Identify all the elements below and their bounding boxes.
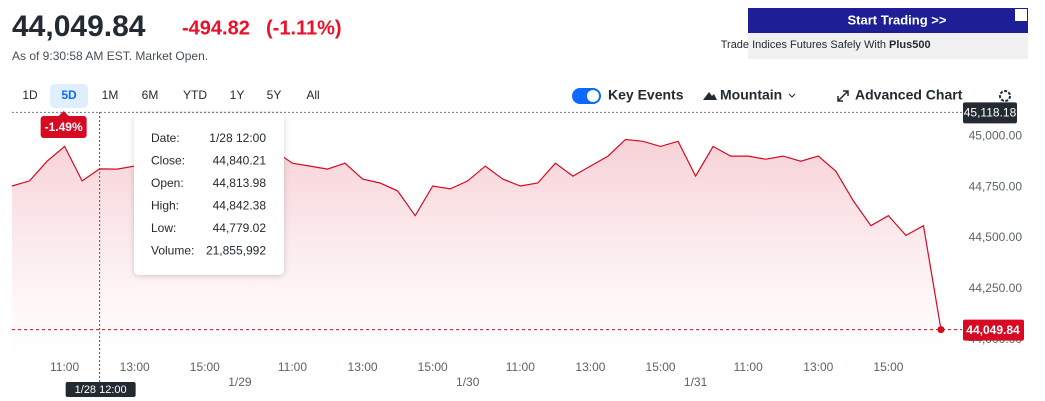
ad-button[interactable] xyxy=(748,8,1028,33)
x-tick-label: 11:00 xyxy=(506,360,535,374)
x-tick-label: 15:00 xyxy=(873,360,903,374)
ad-icon xyxy=(1015,9,1027,21)
range-button[interactable]: YTD xyxy=(183,88,207,102)
y-tick-label: 44,500.00 xyxy=(969,230,1023,244)
range-selected-bg xyxy=(50,84,88,108)
x-date-label: 1/31 xyxy=(684,375,708,389)
toggle-knob xyxy=(587,90,599,102)
plot: 44,000.0044,250.0044,500.0044,750.0045,0… xyxy=(11,102,1024,397)
status: As of 9:30:58 AM EST. Market Open. xyxy=(12,49,208,63)
last-label: 44,049.84 xyxy=(966,323,1020,337)
x-tick-label: 15:00 xyxy=(646,360,676,374)
range-button[interactable]: 6M xyxy=(142,88,159,102)
change-badge xyxy=(40,116,87,138)
range-button[interactable]: 1M xyxy=(102,88,119,102)
range-button[interactable]: 5D xyxy=(61,88,77,102)
price: 44,049.84 xyxy=(12,10,146,43)
tooltip-key: High: xyxy=(151,199,179,213)
x-tick-label: 13:00 xyxy=(575,360,605,374)
tooltip-value: 1/28 12:00 xyxy=(209,131,266,145)
crosshair-label: 1/28 12:00 xyxy=(75,384,127,396)
range-button[interactable]: 1D xyxy=(22,88,38,102)
x-date-label: 1/30 xyxy=(456,375,480,389)
high-badge xyxy=(963,102,1017,124)
expand-icon xyxy=(837,90,849,102)
toolbar: 1D 5D 1M 6M YTD 1Y 5Y All xyxy=(22,84,320,108)
advanced-chart[interactable]: Advanced Chart xyxy=(855,87,963,103)
tooltip-key: Date: xyxy=(151,131,180,145)
tooltip-value: 44,842.38 xyxy=(213,199,267,213)
tooltip-key: Volume: xyxy=(151,244,194,258)
change-badge-text: -1.49% xyxy=(45,120,83,134)
mountain-icon xyxy=(703,92,717,100)
change-badge-pointer xyxy=(58,111,69,116)
ad-body[interactable] xyxy=(748,33,1028,59)
tooltip-value: 44,779.02 xyxy=(213,221,267,235)
x-tick-label: 11:00 xyxy=(734,360,763,374)
x-tick-label: 13:00 xyxy=(120,360,150,374)
chart-style[interactable]: Mountain xyxy=(720,87,782,103)
x-tick-label: 13:00 xyxy=(348,360,378,374)
range-button[interactable]: 1Y xyxy=(230,88,245,102)
tooltip-key: Close: xyxy=(151,154,185,168)
ad-button-text[interactable]: Start Trading >> xyxy=(848,12,947,27)
crosshair-label-bg xyxy=(65,382,136,397)
range-button[interactable]: All xyxy=(306,88,319,102)
tooltip-value: 44,813.98 xyxy=(213,176,267,190)
tooltip-value: 44,840.21 xyxy=(213,154,267,168)
x-tick-label: 11:00 xyxy=(278,360,307,374)
y-tick-label: 44,750.00 xyxy=(969,179,1023,193)
last-badge xyxy=(963,319,1024,341)
key-events[interactable]: Key Events xyxy=(608,87,684,103)
tooltip-key: Open: xyxy=(151,176,184,190)
tooltip-value: 21,855,992 xyxy=(206,244,266,258)
last-point xyxy=(937,326,945,334)
x-tick-label: 13:00 xyxy=(803,360,833,374)
ad-text: Trade Indices Futures Safely With xyxy=(721,39,886,51)
y-tick-label: 44,250.00 xyxy=(969,281,1023,295)
change: -494.82 xyxy=(182,17,250,39)
chevron xyxy=(788,93,796,98)
high-label: 45,118.18 xyxy=(964,106,1017,120)
tooltip xyxy=(134,113,284,275)
range-button[interactable]: 5Y xyxy=(267,88,282,102)
x-tick-label: 15:00 xyxy=(190,360,220,374)
change-percent: (-1.11%) xyxy=(266,17,342,39)
settings-icon[interactable] xyxy=(999,90,1011,102)
ad-brand: Plus500 xyxy=(889,39,931,51)
x-tick-label: 11:00 xyxy=(50,360,79,374)
x-date-label: 1/29 xyxy=(228,375,252,389)
x-tick-label: 15:00 xyxy=(418,360,448,374)
tooltip-key: Low: xyxy=(151,221,176,235)
y-tick-label: 45,000.00 xyxy=(969,129,1023,143)
